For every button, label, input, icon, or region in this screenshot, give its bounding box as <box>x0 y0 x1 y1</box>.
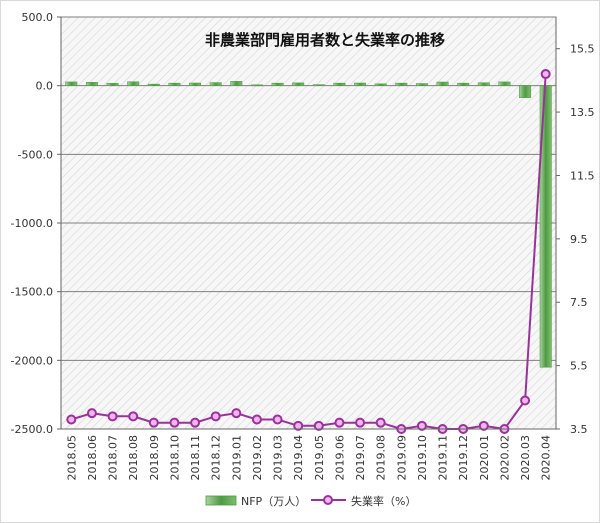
y-right-tick-label: 7.5 <box>570 296 588 309</box>
nfp-bar <box>519 85 532 98</box>
legend-swatch-nfp <box>205 495 237 506</box>
x-tick-label: 2020.02 <box>498 435 511 481</box>
nfp-bar <box>415 83 428 86</box>
nfp-bar <box>312 84 325 87</box>
unemployment-point <box>169 417 180 428</box>
x-tick-label: 2019.03 <box>272 435 285 481</box>
unemployment-point <box>86 408 97 419</box>
x-tick-label: 2019.02 <box>251 435 264 481</box>
x-tick-label: 2018.09 <box>148 435 161 481</box>
unemployment-point <box>128 411 139 422</box>
legend-label-unemployment: 失業率（%） <box>351 494 416 508</box>
y-left-tick-label: 0.0 <box>36 80 54 93</box>
y-right-tick-label: 9.5 <box>570 233 588 246</box>
x-axis: 2018.05 2018.06 2018.07 2018.08 2018.09 2018.… <box>61 428 556 481</box>
y-left-tick-label: -2500.0 <box>11 423 53 436</box>
unemployment-line-layer <box>66 69 551 434</box>
nfp-bar <box>271 82 284 86</box>
unemployment-point <box>355 417 366 428</box>
y-left-tick-label: -2000.0 <box>11 354 53 367</box>
x-tick-label: 2019.06 <box>333 435 346 481</box>
unemployment-point <box>540 69 551 80</box>
y-right-tick-label: 3.5 <box>570 423 588 436</box>
unemployment-point <box>416 420 427 431</box>
x-tick-label: 2019.10 <box>416 435 429 481</box>
x-tick-label: 2020.04 <box>540 435 553 481</box>
x-tick-label: 2019.08 <box>375 435 388 481</box>
y-left-tick-label: -1000.0 <box>11 217 53 230</box>
x-tick-label: 2019.11 <box>437 435 450 481</box>
nfp-bar <box>374 83 387 86</box>
y-left-tick-label: -500.0 <box>18 148 53 161</box>
nfp-bar <box>292 82 305 86</box>
unemployment-point <box>190 417 201 428</box>
x-tick-label: 2020.01 <box>478 435 491 481</box>
y-right-tick-label: 11.5 <box>570 169 595 182</box>
nfp-bar <box>457 82 470 86</box>
x-tick-label: 2019.12 <box>457 435 470 481</box>
nfp-bar <box>147 83 160 86</box>
nfp-bar <box>230 81 243 86</box>
unemployment-point <box>293 420 304 431</box>
unemployment-point <box>478 420 489 431</box>
nfp-bar <box>354 82 367 86</box>
nfp-bar <box>477 82 490 86</box>
x-tick-label: 2018.06 <box>86 435 99 481</box>
y-right-tick-label: 15.5 <box>570 43 595 56</box>
x-tick-label: 2019.05 <box>313 435 326 481</box>
unemployment-point <box>272 414 283 425</box>
y-left-tick-label: -1500.0 <box>11 286 53 299</box>
unemployment-point <box>210 411 221 422</box>
x-tick-label: 2018.11 <box>189 435 202 481</box>
nfp-bar <box>250 84 263 87</box>
nfp-bar <box>106 83 119 86</box>
y-right-tick-label: 13.5 <box>570 106 595 119</box>
x-tick-label: 2019.09 <box>395 435 408 481</box>
x-tick-label: 2018.12 <box>210 435 223 481</box>
unemployment-point <box>107 411 118 422</box>
x-tick-label: 2019.07 <box>354 435 367 481</box>
unemployment-point <box>148 417 159 428</box>
x-tick-label: 2018.08 <box>127 435 140 481</box>
legend: NFP（万人） 失業率（%） <box>205 494 416 508</box>
nfp-bar <box>436 81 449 86</box>
unemployment-point <box>66 414 77 425</box>
unemployment-point <box>334 417 345 428</box>
x-tick-label: 2020.03 <box>519 435 532 481</box>
x-tick-label: 2018.07 <box>107 435 120 481</box>
chart-title: 非農業部門雇用者数と失業率の推移 <box>205 31 445 49</box>
legend-marker-unemployment <box>323 495 333 505</box>
nfp-bar <box>209 82 222 86</box>
unemployment-point <box>231 408 242 419</box>
x-tick-label: 2019.01 <box>230 435 243 481</box>
nfp-bar <box>395 82 408 86</box>
legend-label-nfp: NFP（万人） <box>241 495 306 508</box>
unemployment-point <box>520 395 531 406</box>
y-axis-left: 500.0 0.0 -500.0 -1000.0 -1500.0 -2000.0 -2500… <box>11 11 62 436</box>
unemployment-point <box>375 417 386 428</box>
y-left-tick-label: 500.0 <box>22 11 54 24</box>
nfp-bar <box>333 82 346 86</box>
y-right-tick-label: 5.5 <box>570 360 588 373</box>
x-tick-label: 2018.10 <box>168 435 181 481</box>
x-tick-label: 2019.04 <box>292 435 305 481</box>
nfp-bars <box>65 81 552 368</box>
unemployment-point <box>251 414 262 425</box>
nfp-bar <box>168 82 181 86</box>
y-axis-right: 15.5 13.5 11.5 9.5 7.5 5.5 3.5 <box>555 17 595 436</box>
nfp-bar <box>189 82 202 86</box>
x-tick-label: 2018.05 <box>65 435 78 481</box>
nfp-bar <box>127 81 140 86</box>
unemployment-point <box>313 420 324 431</box>
nfp-bar <box>498 81 511 86</box>
nfp-bar <box>85 82 98 86</box>
nfp-bar <box>65 81 78 86</box>
